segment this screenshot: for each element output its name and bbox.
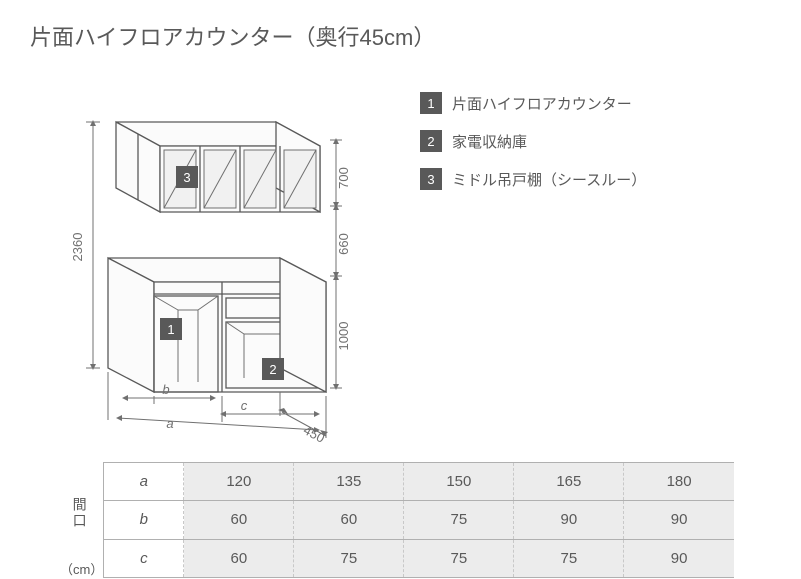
row-head: c — [104, 539, 184, 577]
legend-item-1: 1 片面ハイフロアカウンター — [420, 92, 646, 114]
table-cell: 90 — [514, 501, 624, 539]
legend-label: 片面ハイフロアカウンター — [452, 93, 632, 114]
cabinet-diagram: 3 — [30, 82, 380, 452]
table-row: a 120 135 150 165 180 — [104, 463, 734, 501]
table-row: b 60 60 75 90 90 — [104, 501, 734, 539]
legend-item-2: 2 家電収納庫 — [420, 130, 646, 152]
table-cell: 90 — [624, 501, 734, 539]
diagram-svg: 3 — [30, 82, 380, 452]
svg-text:2: 2 — [269, 362, 276, 377]
table-cell: 60 — [184, 501, 294, 539]
svg-text:700: 700 — [336, 167, 351, 189]
content-row: 3 — [30, 82, 771, 452]
table-cell: 60 — [294, 501, 404, 539]
table-cell: 75 — [294, 539, 404, 577]
svg-text:450: 450 — [301, 422, 327, 445]
table-cell: 75 — [514, 539, 624, 577]
svg-text:c: c — [241, 398, 248, 413]
dimensions-table: a 120 135 150 165 180 b 60 60 75 90 90 c… — [103, 462, 734, 578]
svg-text:660: 660 — [336, 233, 351, 255]
table-cell: 180 — [624, 463, 734, 501]
row-head: b — [104, 501, 184, 539]
svg-text:b: b — [162, 382, 169, 397]
table-cell: 165 — [514, 463, 624, 501]
legend-label: ミドル吊戸棚（シースルー） — [452, 169, 646, 190]
svg-text:2360: 2360 — [70, 233, 85, 262]
svg-text:1: 1 — [167, 322, 174, 337]
svg-text:3: 3 — [183, 170, 190, 185]
legend: 1 片面ハイフロアカウンター 2 家電収納庫 3 ミドル吊戸棚（シースルー） — [420, 82, 646, 190]
table-cell: 135 — [294, 463, 404, 501]
table-cell: 75 — [404, 501, 514, 539]
table-cell: 90 — [624, 539, 734, 577]
table-cell: 120 — [184, 463, 294, 501]
legend-label: 家電収納庫 — [452, 131, 527, 152]
svg-text:1000: 1000 — [336, 322, 351, 351]
table-cell: 75 — [404, 539, 514, 577]
legend-item-3: 3 ミドル吊戸棚（シースルー） — [420, 168, 646, 190]
badge-2-icon: 2 — [420, 130, 442, 152]
table-cell: 60 — [184, 539, 294, 577]
page-title: 片面ハイフロアカウンター（奥行45cm） — [30, 20, 771, 52]
badge-1-icon: 1 — [420, 92, 442, 114]
table-vertical-label: 間口 （cm） — [60, 462, 103, 578]
table-cell: 150 — [404, 463, 514, 501]
table-row: c 60 75 75 75 90 — [104, 539, 734, 577]
svg-text:a: a — [166, 416, 173, 431]
row-head: a — [104, 463, 184, 501]
badge-3-icon: 3 — [420, 168, 442, 190]
dimensions-table-wrap: 間口 （cm） a 120 135 150 165 180 b 60 60 75… — [60, 462, 771, 578]
